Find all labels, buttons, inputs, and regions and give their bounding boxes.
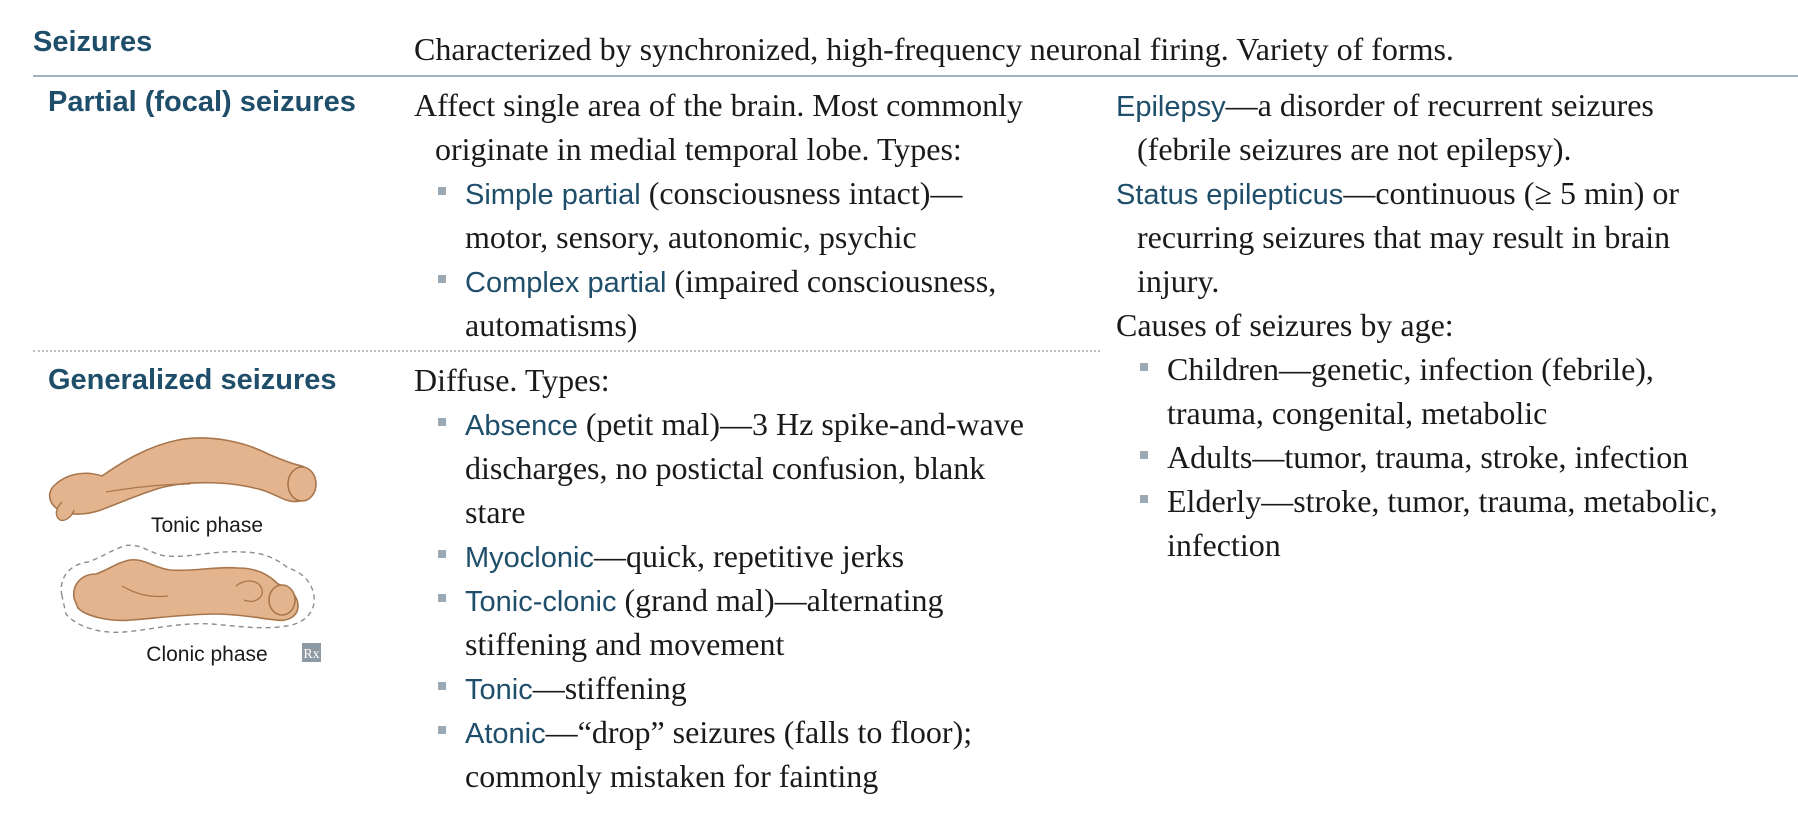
- generalized-type-absence: Absence (petit mal)—3 Hz spike-and-wave: [465, 406, 1024, 442]
- bullet-marker: [438, 550, 446, 558]
- generalized-type-atonic-line2: commonly mistaken for fainting: [465, 758, 879, 794]
- tonic-clonic-term: Tonic-clonic: [465, 586, 617, 618]
- epilepsy-term: Epilepsy: [1116, 91, 1226, 123]
- status-epilepticus-definition: Status epilepticus—continuous (≥ 5 min) …: [1116, 175, 1680, 211]
- cause-children-line2: trauma, congenital, metabolic: [1167, 395, 1548, 431]
- causes-heading: Causes of seizures by age:: [1116, 307, 1454, 343]
- bullet-marker: [438, 682, 446, 690]
- generalized-type-tonic: Tonic—stiffening: [465, 670, 687, 706]
- tonic-phase-caption: Tonic phase: [151, 514, 263, 537]
- seizure-phases-figure: Tonic phase Clonic phase Rx: [48, 437, 321, 666]
- status-epilepticus-line2: recurring seizures that may result in br…: [1137, 219, 1671, 255]
- tonic-term: Tonic: [465, 674, 533, 706]
- rx-badge-label: Rx: [303, 647, 319, 662]
- section-title: Seizures: [33, 26, 153, 58]
- header-rule: [33, 75, 1798, 77]
- clonic-phase-body-illustration: [72, 558, 299, 622]
- bullet-marker: [438, 594, 446, 602]
- epilepsy-definition: Epilepsy—a disorder of recurrent seizure…: [1116, 87, 1654, 123]
- generalized-type-myoclonic: Myoclonic—quick, repetitive jerks: [465, 538, 905, 574]
- cause-children: Children—genetic, infection (febrile),: [1167, 351, 1654, 387]
- atonic-term: Atonic: [465, 718, 546, 750]
- bullet-marker: [438, 726, 446, 734]
- generalized-type-absence-line2: discharges, no postictal confusion, blan…: [465, 450, 986, 486]
- partial-seizures-heading: Partial (focal) seizures: [48, 86, 356, 118]
- complex-partial-term: Complex partial: [465, 267, 667, 299]
- rx-badge-icon: [302, 643, 321, 662]
- cause-elderly: Elderly—stroke, tumor, trauma, metabolic…: [1167, 483, 1718, 519]
- cause-adults: Adults—tumor, trauma, stroke, infection: [1167, 439, 1689, 475]
- generalized-type-tonic-clonic-line2: stiffening and movement: [465, 626, 785, 662]
- tonic-phase-body-illustration: [48, 437, 317, 515]
- clonic-phase-motion-outline: [60, 544, 315, 634]
- simple-partial-term: Simple partial: [465, 179, 641, 211]
- generalized-type-atonic: Atonic—“drop” seizures (falls to floor);: [465, 714, 973, 750]
- clonic-phase-caption: Clonic phase: [146, 643, 267, 666]
- bullet-marker: [438, 418, 446, 426]
- partial-type-simple: Simple partial (consciousness intact)—: [465, 175, 963, 211]
- row-divider: [33, 350, 1100, 352]
- bullet-marker: [438, 275, 446, 283]
- partial-type-complex-line2: automatisms): [465, 307, 638, 343]
- generalized-seizures-heading: Generalized seizures: [48, 364, 337, 396]
- partial-type-simple-line2: motor, sensory, autonomic, psychic: [465, 219, 917, 255]
- section-description: Characterized by synchronized, high-freq…: [414, 31, 1454, 67]
- partial-intro-line2: originate in medial temporal lobe. Types…: [435, 131, 962, 167]
- absence-term: Absence: [465, 410, 578, 442]
- bullet-marker: [1140, 495, 1148, 503]
- status-epilepticus-line3: injury.: [1137, 263, 1220, 299]
- status-epilepticus-term: Status epilepticus: [1116, 179, 1344, 211]
- bullet-marker: [1140, 451, 1148, 459]
- generalized-type-tonic-clonic: Tonic-clonic (grand mal)—alternating: [465, 582, 944, 618]
- bullet-marker: [438, 187, 446, 195]
- generalized-intro: Diffuse. Types:: [414, 362, 610, 398]
- partial-intro-line1: Affect single area of the brain. Most co…: [414, 87, 1024, 123]
- cause-elderly-line2: infection: [1167, 527, 1281, 563]
- epilepsy-definition-line2: (febrile seizures are not epilepsy).: [1137, 131, 1572, 167]
- bullet-marker: [1140, 363, 1148, 371]
- myoclonic-term: Myoclonic: [465, 542, 594, 574]
- generalized-type-absence-line3: stare: [465, 494, 526, 530]
- partial-type-complex: Complex partial (impaired consciousness,: [465, 263, 997, 299]
